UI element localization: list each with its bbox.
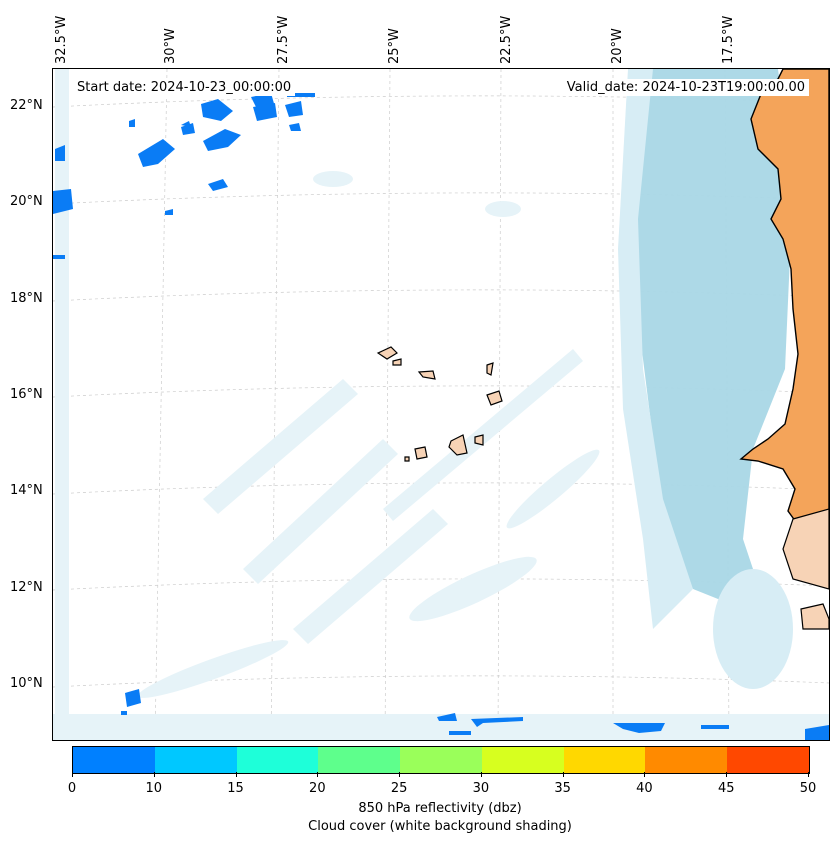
lon-label-32-5w: 32.5°W [54,15,69,64]
colorbar-segment [400,747,482,773]
colorbar-tick-label: 50 [799,781,817,796]
colorbar-segment [645,747,728,773]
colorbar-title: 850 hPa reflectivity (dbz) [358,801,522,816]
lon-label-25w: 25°W [387,28,402,64]
colorbar-tick-label: 25 [390,781,408,796]
colorbar-tick-label: 40 [636,781,653,796]
island-shape [376,346,503,462]
coastline-shape [739,69,829,630]
lon-label-30w: 30°W [163,28,178,64]
colorbar-tick [562,772,564,777]
map-panel[interactable]: Start date: 2024-10-23_00:00:00 Valid_da… [52,68,830,741]
start-date-label: Start date: 2024-10-23_00:00:00 [73,79,296,96]
colorbar-segment [154,747,237,773]
map-canvas [53,69,829,740]
colorbar-segment [563,747,646,773]
colorbar-tick-label: 10 [145,781,163,796]
lon-label-20w: 20°W [610,28,625,64]
colorbar-tick-label: 15 [227,781,244,796]
reflectivity-patch [53,93,829,740]
lon-label-27-5w: 27.5°W [276,15,291,64]
colorbar-tick [235,772,237,777]
colorbar-tick [480,772,482,777]
colorbar-tick [399,772,401,777]
lat-label-22n: 22°N [10,98,43,113]
colorbar-tick-label: 35 [554,781,571,796]
lon-label-17-5w: 17.5°W [721,15,736,64]
colorbar-segment [73,747,155,773]
lat-label-14n: 14°N [10,483,43,498]
lat-label-20n: 20°N [10,194,43,209]
lat-label-18n: 18°N [10,291,43,306]
colorbar-segment [318,747,401,773]
lat-label-10n: 10°N [10,676,43,691]
cloud-shading [53,69,829,740]
colorbar-tick [726,772,728,777]
colorbar-tick [153,772,155,777]
colorbar-segment [236,747,319,773]
colorbar-tick-label: 0 [67,781,77,796]
colorbar [72,746,810,774]
lat-label-12n: 12°N [10,580,43,595]
colorbar-segment [727,747,810,773]
colorbar-tick-label: 45 [717,781,735,796]
colorbar-tick [644,772,646,777]
colorbar-segment [481,747,564,773]
colorbar-tick [72,772,73,777]
valid-date-label: Valid_date: 2024-10-23T19:00:00.00 [562,79,809,96]
lon-label-22-5w: 22.5°W [499,15,514,64]
lat-label-16n: 16°N [10,387,43,402]
colorbar-tick [808,772,809,777]
colorbar-subtitle: Cloud cover (white background shading) [308,819,572,834]
colorbar-tick-label: 20 [309,781,326,796]
colorbar-tick [317,772,319,777]
colorbar-tick-label: 30 [472,781,490,796]
